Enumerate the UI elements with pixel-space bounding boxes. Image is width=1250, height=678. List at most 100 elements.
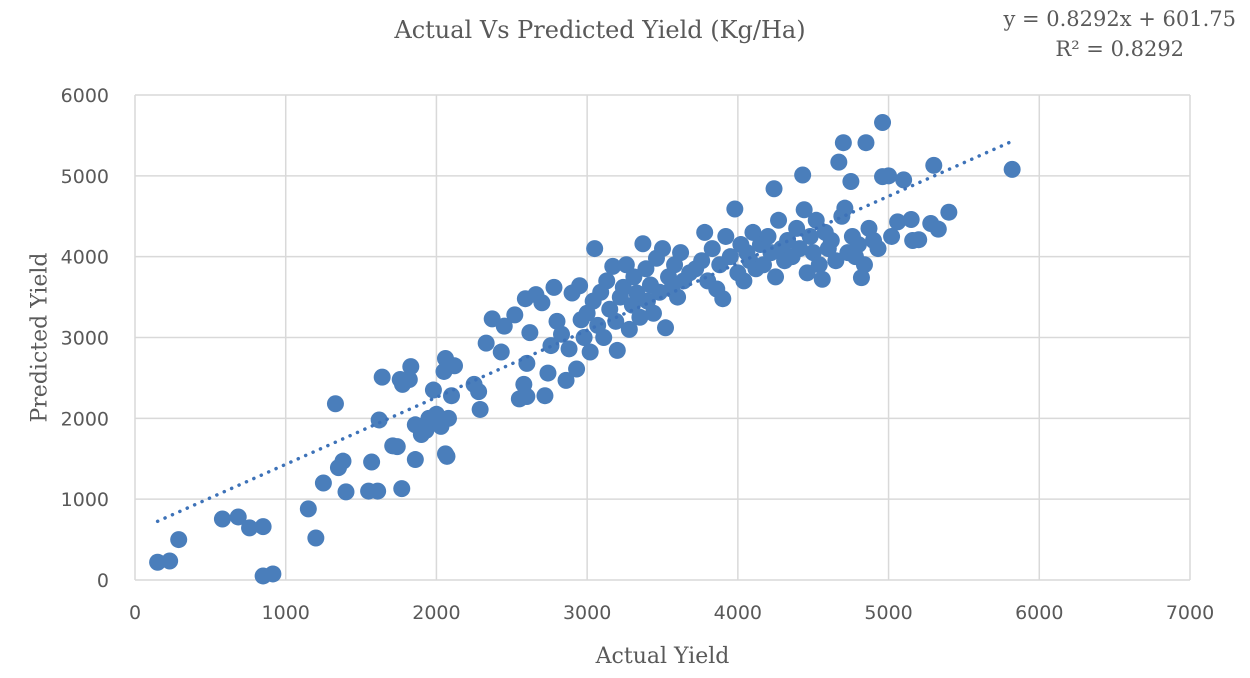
data-point <box>581 343 599 361</box>
data-point <box>693 252 711 270</box>
data-point <box>326 395 344 413</box>
data-point <box>518 354 536 372</box>
data-point <box>388 438 406 456</box>
data-point <box>794 166 812 184</box>
y-tick-label: 2000 <box>61 408 109 430</box>
data-point <box>571 277 589 295</box>
data-point <box>910 231 928 249</box>
data-point <box>657 319 675 337</box>
y-tick-label: 6000 <box>61 85 109 107</box>
data-point <box>492 343 510 361</box>
data-point <box>586 240 604 258</box>
data-point <box>940 203 958 221</box>
y-tick-label: 0 <box>97 570 109 592</box>
data-point <box>634 235 652 253</box>
data-point <box>791 240 809 258</box>
data-point <box>759 227 777 245</box>
data-point <box>810 256 828 274</box>
data-point <box>744 223 762 241</box>
data-point <box>788 219 806 237</box>
data-point <box>370 411 388 429</box>
data-point <box>669 288 687 306</box>
data-point <box>726 200 744 218</box>
data-point <box>631 308 649 326</box>
data-point <box>842 172 860 190</box>
x-tick-label: 5000 <box>864 602 912 624</box>
data-point <box>548 312 566 330</box>
y-tick-label: 5000 <box>61 166 109 188</box>
data-point <box>557 371 575 389</box>
x-tick-label: 0 <box>129 602 141 624</box>
x-tick-label: 7000 <box>1166 602 1214 624</box>
data-point <box>1003 160 1021 178</box>
data-point <box>521 324 539 342</box>
data-point <box>477 334 495 352</box>
data-point <box>443 387 460 405</box>
trendline-equation: y = 0.8292x + 601.75 R² = 0.8292 <box>1003 4 1236 64</box>
data-point <box>241 519 259 537</box>
data-point <box>770 211 788 229</box>
data-point <box>213 510 231 528</box>
data-point <box>608 341 626 359</box>
x-tick-label: 1000 <box>262 602 310 624</box>
data-point <box>229 508 247 526</box>
data-point <box>539 364 557 382</box>
data-point <box>363 453 381 471</box>
data-point <box>637 260 655 278</box>
y-tick-label: 4000 <box>61 247 109 269</box>
data-point <box>696 223 714 241</box>
data-point <box>446 357 464 375</box>
data-point <box>553 325 571 343</box>
data-point <box>874 113 892 131</box>
data-point <box>614 278 632 296</box>
x-tick-label: 2000 <box>412 602 460 624</box>
data-point <box>703 240 721 258</box>
data-point <box>314 474 332 492</box>
data-point <box>852 269 870 287</box>
data-point <box>822 232 840 249</box>
data-point <box>807 211 825 229</box>
data-point <box>625 268 643 286</box>
data-point <box>830 153 848 171</box>
data-point <box>889 213 907 231</box>
data-point <box>337 483 355 501</box>
data-point <box>545 278 563 296</box>
x-tick-label: 3000 <box>563 602 611 624</box>
data-point <box>264 565 282 583</box>
data-point <box>470 383 488 401</box>
data-point <box>857 134 875 152</box>
data-point <box>307 529 325 547</box>
data-point <box>765 180 783 198</box>
data-point <box>880 167 898 185</box>
data-point <box>895 171 913 189</box>
data-point <box>533 294 551 312</box>
data-point <box>849 236 867 254</box>
trendline-r-squared: R² = 0.8292 <box>1055 37 1185 61</box>
data-point <box>424 381 442 399</box>
data-point <box>654 240 671 258</box>
data-point <box>598 272 616 290</box>
data-point <box>568 360 586 378</box>
data-point <box>644 304 662 322</box>
data-point <box>902 210 920 228</box>
data-point <box>254 518 272 536</box>
data-point <box>170 531 188 549</box>
data-point <box>735 272 753 290</box>
data-point <box>334 452 352 470</box>
data-point <box>795 201 813 219</box>
data-point <box>471 400 489 418</box>
trendline <box>155 139 1014 524</box>
x-tick-label: 4000 <box>714 602 762 624</box>
data-point <box>714 290 732 308</box>
data-point <box>836 199 854 217</box>
data-point <box>721 248 739 266</box>
y-tick-label: 1000 <box>61 489 109 511</box>
data-point <box>604 257 622 275</box>
data-point <box>560 340 578 358</box>
data-point <box>369 482 387 500</box>
x-axis-label: Actual Yield <box>595 644 730 669</box>
data-point <box>402 358 420 376</box>
data-point <box>929 220 947 238</box>
data-point <box>506 306 524 324</box>
